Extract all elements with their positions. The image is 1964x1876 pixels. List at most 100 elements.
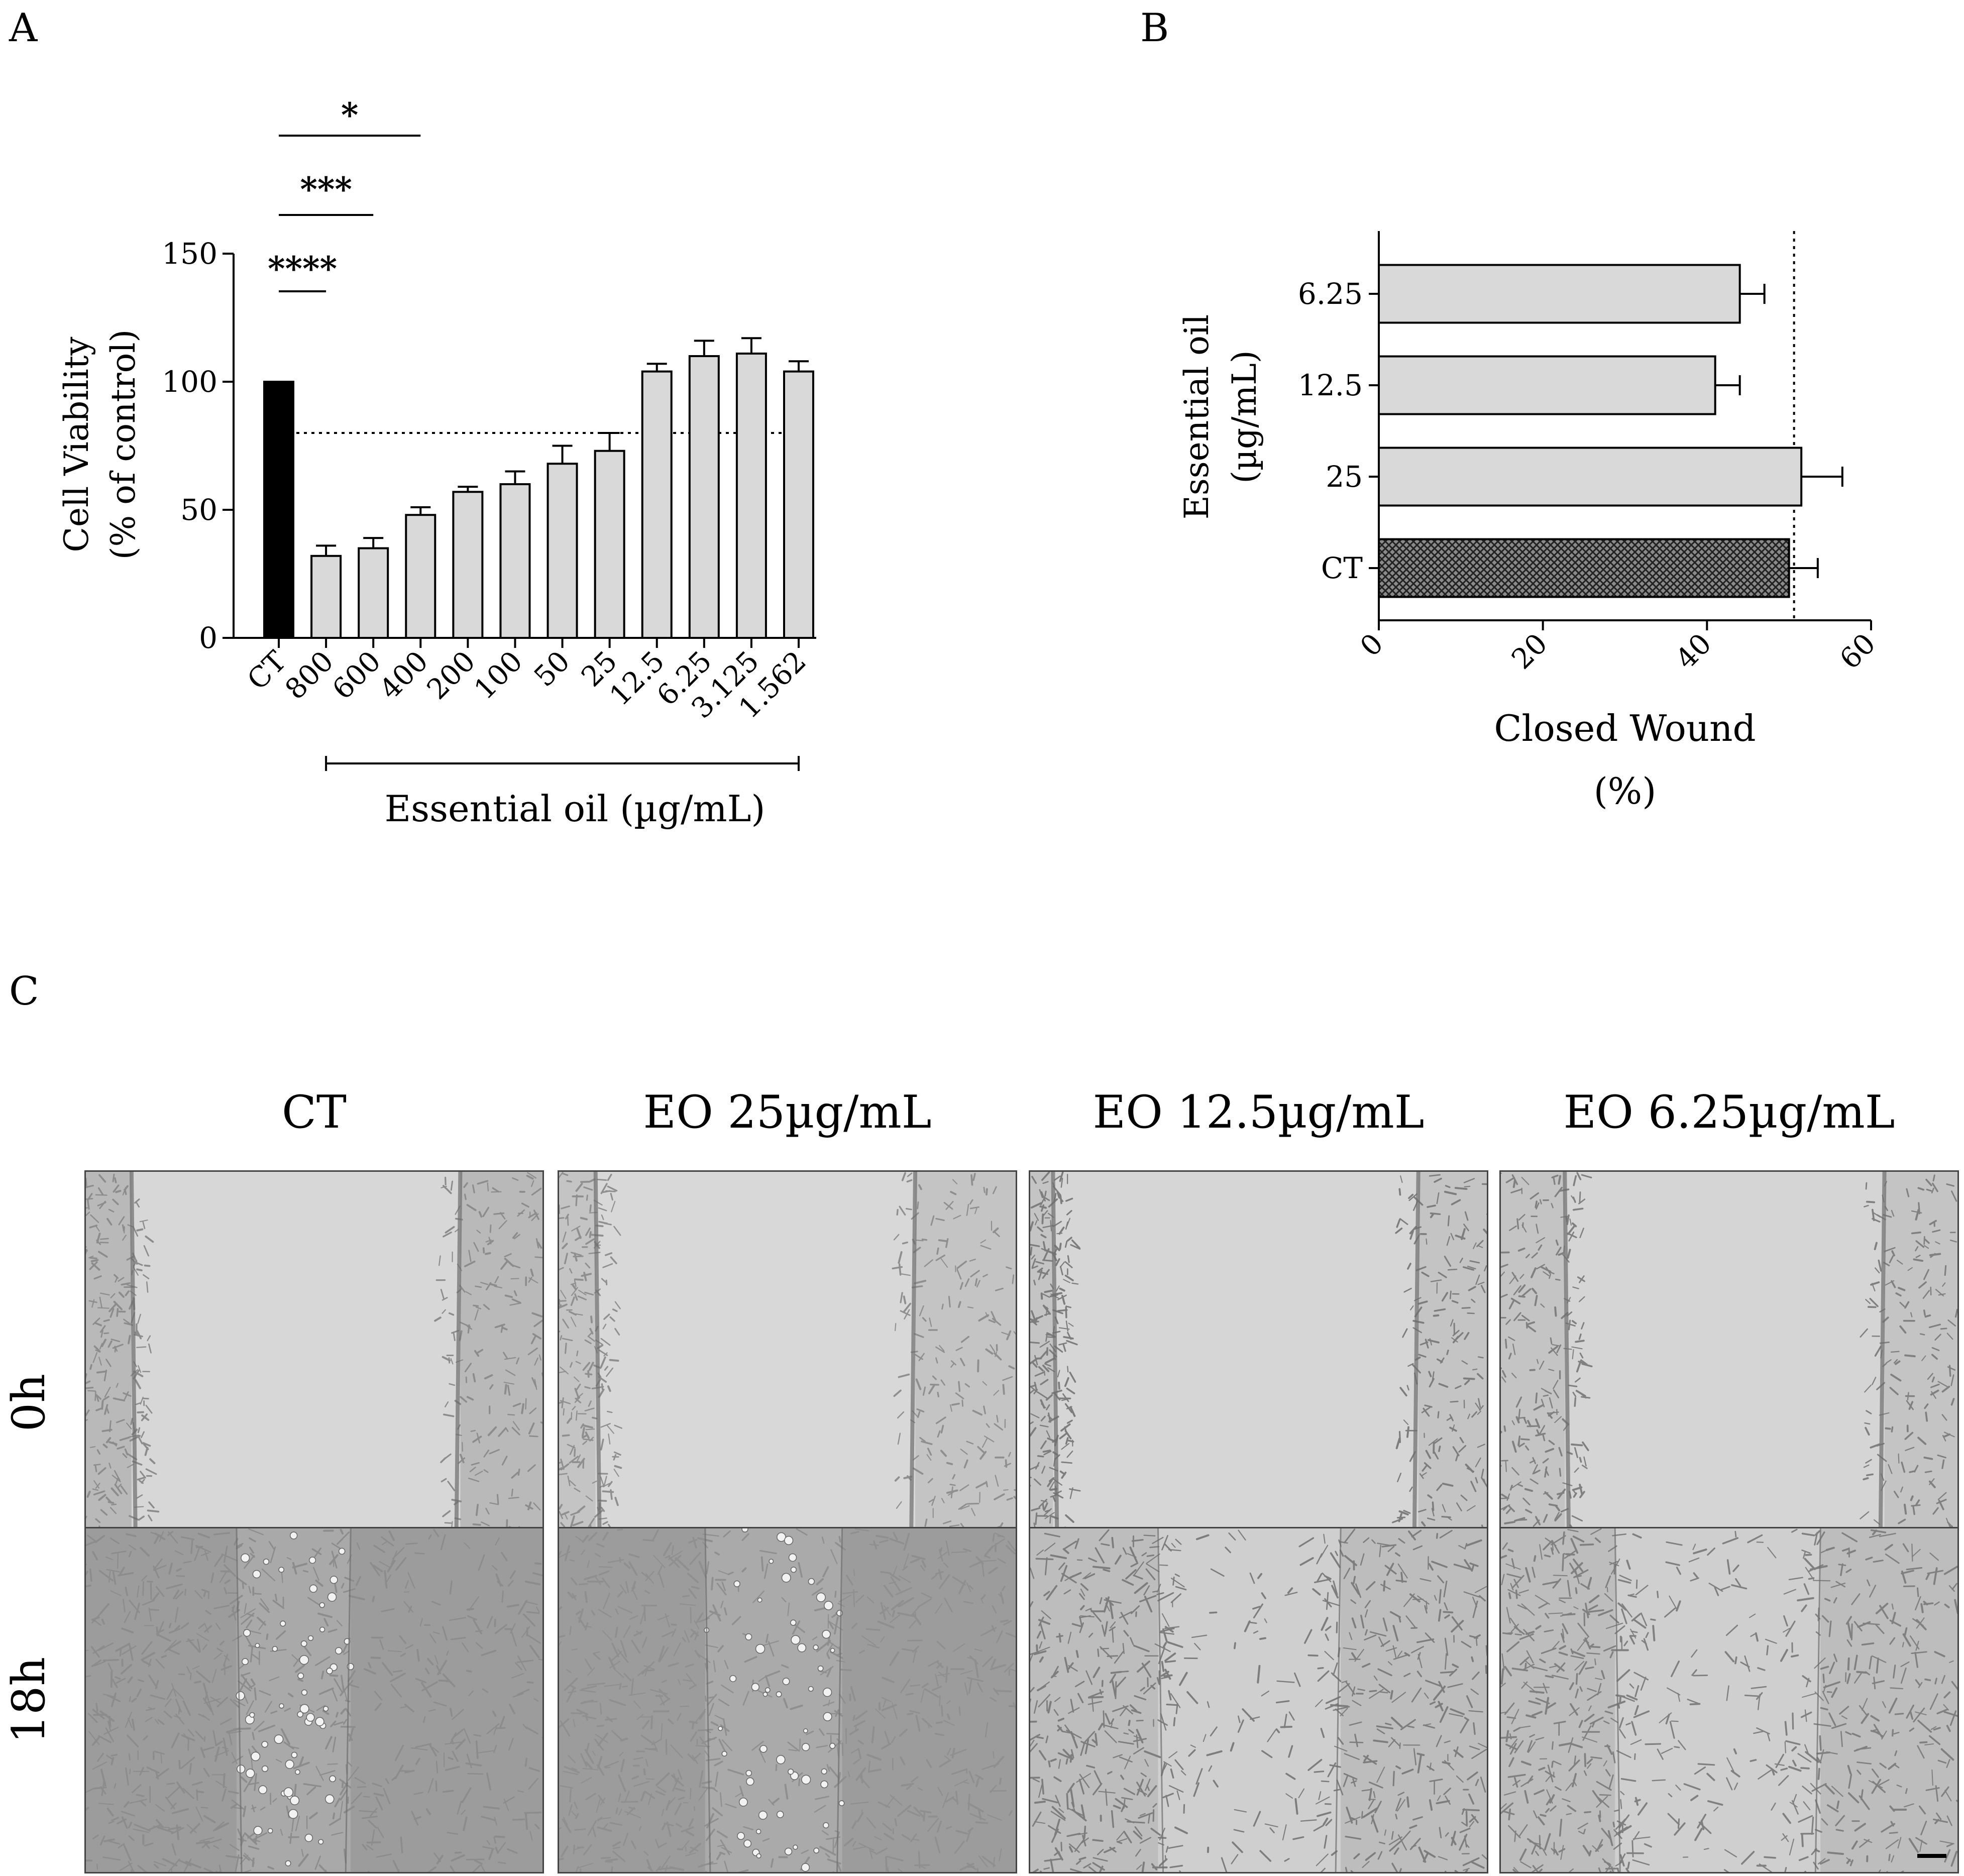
cell-mark	[571, 1712, 583, 1715]
cell-mark	[114, 1177, 117, 1183]
cell-mark	[1337, 1737, 1344, 1745]
cell-mark	[574, 1293, 578, 1301]
cell-mark	[1371, 1815, 1379, 1833]
cell-mark	[1708, 1583, 1723, 1592]
chart-a-cell-viability: 050100150CT800600400200100502512.56.253.…	[57, 95, 816, 830]
cell-mark	[1757, 1667, 1766, 1671]
cell-mark	[601, 1383, 604, 1390]
cell-mark	[1030, 1653, 1033, 1662]
cell-mark	[1070, 1868, 1082, 1872]
cell-mark	[984, 1436, 995, 1443]
cell-mark	[493, 1836, 496, 1844]
cell-mark	[1911, 1231, 1921, 1235]
cell-mark	[370, 1562, 380, 1577]
cell-mark	[311, 1548, 322, 1556]
cell-mark	[1233, 1829, 1245, 1833]
cell-mark	[499, 1716, 505, 1729]
cell-mark	[449, 1617, 467, 1621]
cell-mark	[1092, 1839, 1104, 1842]
cell-mark	[250, 1678, 256, 1686]
cell-mark	[1345, 1835, 1362, 1840]
cell-mark	[906, 1785, 912, 1790]
cell-mark	[931, 1495, 936, 1506]
cell-mark	[341, 1583, 345, 1589]
cell-mark	[1377, 1851, 1383, 1860]
cell-mark	[1368, 1799, 1375, 1810]
cell-mark	[1317, 1667, 1324, 1670]
cell-mark	[610, 1651, 622, 1662]
cell-mark	[826, 1764, 830, 1772]
cell-mark	[243, 1854, 250, 1861]
cell-mark	[1143, 1682, 1156, 1695]
cell-mark	[511, 1673, 524, 1679]
cell-mark	[592, 1826, 596, 1837]
rounded-cell	[315, 1717, 324, 1726]
cell-mark	[1506, 1641, 1520, 1652]
cell-mark	[573, 1719, 576, 1727]
cell-mark	[405, 1542, 418, 1545]
cell-mark	[1919, 1333, 1925, 1336]
cell-mark	[1454, 1187, 1468, 1190]
cell-mark	[1589, 1716, 1604, 1725]
cell-mark	[1434, 1177, 1442, 1183]
cell-mark	[1171, 1542, 1176, 1548]
cell-mark	[718, 1738, 726, 1752]
cell-mark	[1587, 1577, 1592, 1590]
cell-mark	[1033, 1279, 1036, 1286]
rounded-cell	[285, 1759, 294, 1769]
cell-mark	[1513, 1285, 1521, 1295]
cell-mark	[1475, 1457, 1481, 1468]
cell-mark	[516, 1357, 519, 1365]
cell-mark	[528, 1422, 535, 1434]
cell-mark	[1518, 1284, 1526, 1293]
cell-mark	[1951, 1681, 1957, 1691]
cell-mark	[568, 1754, 576, 1763]
rounded-cell	[329, 1775, 336, 1783]
cell-mark	[1122, 1671, 1129, 1673]
cell-mark	[166, 1783, 175, 1785]
cell-mark	[1434, 1451, 1439, 1460]
micrograph-tile	[84, 1527, 544, 1873]
cell-mark	[1450, 1233, 1455, 1241]
cell-mark	[1325, 1633, 1329, 1641]
rounded-cell	[285, 1860, 291, 1866]
cell-mark	[440, 1534, 446, 1551]
cell-mark	[1520, 1438, 1530, 1441]
cell-mark	[501, 1456, 508, 1466]
cell-mark	[1130, 1562, 1139, 1568]
cell-mark	[1580, 1359, 1587, 1364]
cell-mark	[243, 1777, 254, 1792]
cell-mark	[1065, 1514, 1074, 1523]
cell-mark	[475, 1306, 482, 1309]
cell-mark	[658, 1571, 665, 1588]
cell-mark	[1543, 1514, 1548, 1523]
cell-mark	[106, 1569, 120, 1573]
cell-mark	[232, 1755, 244, 1764]
cell-mark	[1168, 1690, 1172, 1701]
cell-mark	[1122, 1579, 1134, 1586]
cell-mark	[1950, 1850, 1957, 1867]
cell-mark	[114, 1274, 119, 1279]
cell-mark	[560, 1289, 567, 1299]
cell-mark	[1141, 1552, 1147, 1557]
cell-mark	[1621, 1603, 1632, 1618]
cell-mark	[90, 1214, 99, 1223]
cell-mark	[1869, 1585, 1877, 1598]
cell-mark	[966, 1829, 971, 1842]
cell-mark	[1436, 1192, 1440, 1204]
cell-mark	[248, 1782, 259, 1786]
cell-mark	[1049, 1481, 1055, 1490]
cell-mark	[924, 1518, 928, 1527]
cell-mark	[1578, 1275, 1585, 1283]
cell-mark	[284, 1707, 291, 1712]
cell-mark	[135, 1402, 141, 1405]
cell-mark	[1105, 1597, 1114, 1606]
cell-mark	[1911, 1549, 1921, 1558]
cell-mark	[570, 1296, 575, 1306]
cell-mark	[212, 1821, 225, 1832]
cell-mark	[88, 1255, 94, 1259]
cell-mark	[91, 1262, 100, 1271]
cell-mark	[167, 1786, 181, 1799]
cell-mark	[1445, 1832, 1449, 1837]
cell-mark	[806, 1730, 814, 1735]
